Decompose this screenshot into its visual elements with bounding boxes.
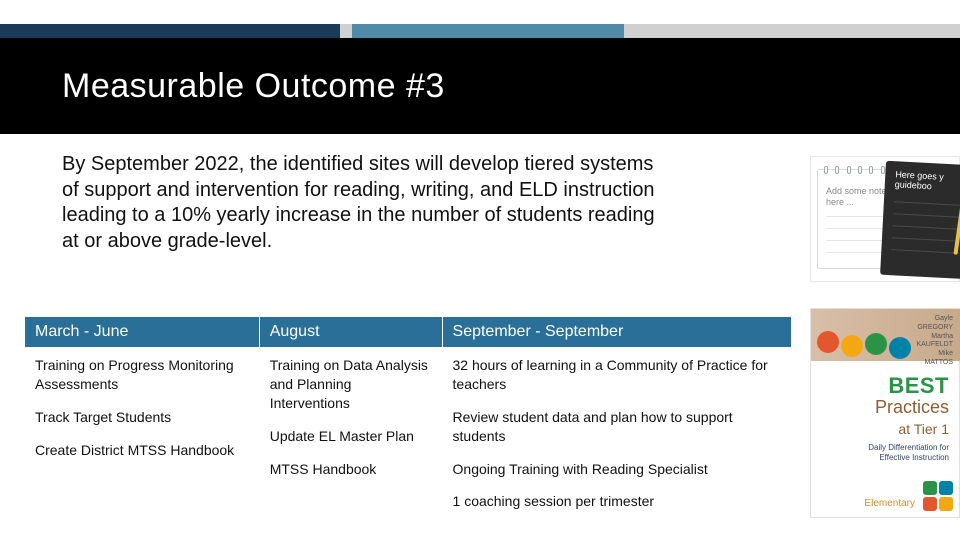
cell-text: Training on Progress Monitoring Assessme…	[35, 356, 249, 394]
timeline-table: March - June August September - Septembe…	[24, 316, 792, 520]
sidebar-images: Add some notes here ... Here goes y guid…	[810, 156, 960, 518]
cell-text: Review student data and plan how to supp…	[453, 408, 781, 446]
table-header: March - June	[25, 317, 260, 348]
guidebook-image: Add some notes here ... Here goes y guid…	[810, 156, 960, 282]
title-band: Measurable Outcome #3	[0, 38, 960, 134]
cell-text: Track Target Students	[35, 408, 249, 427]
dot-icon	[865, 333, 887, 355]
cell-text: 32 hours of learning in a Community of P…	[453, 356, 781, 394]
slide: Measurable Outcome #3 By September 2022,…	[0, 0, 960, 540]
dot-icon	[817, 331, 839, 353]
book-elementary: Elementary	[864, 498, 915, 509]
puzzle-icon	[923, 481, 953, 511]
cell-text: 1 coaching session per trimester	[453, 492, 781, 511]
table-cell: Training on Progress Monitoring Assessme…	[25, 348, 260, 520]
book-title-best: BEST	[888, 373, 949, 399]
book-cover-image: Gayle GREGORY Martha KAUFELDT Mike MATTO…	[810, 308, 960, 518]
cell-text: MTSS Handbook	[270, 460, 432, 479]
top-accent-seg-1	[0, 24, 340, 38]
book-authors: Gayle GREGORY Martha KAUFELDT Mike MATTO…	[916, 315, 953, 368]
table-header: September - September	[442, 317, 791, 348]
notebook-icon: Here goes y guideboo	[880, 161, 960, 279]
book-subtitle: Daily Differentiation for Effective Inst…	[853, 443, 949, 462]
book-tier: at Tier 1	[898, 421, 949, 437]
table-row: Training on Progress Monitoring Assessme…	[25, 348, 792, 520]
table-cell: 32 hours of learning in a Community of P…	[442, 348, 791, 520]
top-accent-seg-2	[352, 24, 624, 38]
cell-text: Ongoing Training with Reading Specialist	[453, 460, 781, 479]
cell-text: Training on Data Analysis and Planning I…	[270, 356, 432, 413]
page-title: Measurable Outcome #3	[62, 67, 445, 106]
dot-icon	[841, 335, 863, 357]
table-header: August	[259, 317, 442, 348]
cell-text: Create District MTSS Handbook	[35, 441, 249, 460]
top-accent-bar	[0, 24, 960, 38]
notebook-text: Here goes y guideboo	[895, 169, 945, 192]
dot-icon	[889, 337, 911, 359]
outcome-description: By September 2022, the identified sites …	[62, 152, 667, 254]
table-cell: Training on Data Analysis and Planning I…	[259, 348, 442, 520]
cell-text: Update EL Master Plan	[270, 427, 432, 446]
book-title-practices: Practices	[875, 397, 949, 418]
table-header-row: March - June August September - Septembe…	[25, 317, 792, 348]
